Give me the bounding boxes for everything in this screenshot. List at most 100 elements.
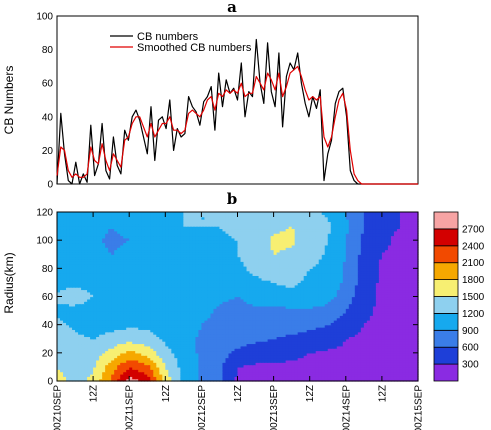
heatmap-cell — [312, 324, 317, 328]
heatmap-cell — [93, 352, 97, 356]
heatmap-cell — [108, 366, 112, 370]
heatmap-cell — [183, 308, 187, 312]
heatmap-cell — [69, 312, 73, 316]
heatmap-cell — [138, 294, 142, 298]
heatmap-cell — [375, 303, 380, 307]
heatmap-cell — [213, 322, 218, 326]
heatmap-cell — [132, 282, 136, 286]
heatmap-cell — [339, 348, 344, 352]
heatmap-cell — [333, 369, 338, 373]
heatmap-cell — [381, 294, 386, 298]
heatmap-cell — [144, 359, 148, 363]
heatmap-cell — [297, 301, 302, 305]
heatmap-cell — [297, 329, 302, 333]
heatmap-cell — [174, 301, 178, 305]
heatmap-cell — [309, 334, 314, 338]
heatmap-cell — [342, 352, 347, 356]
heatmap-cell — [315, 376, 320, 380]
heatmap-cell — [387, 338, 392, 342]
heatmap-cell — [231, 294, 236, 298]
heatmap-cell — [180, 282, 184, 286]
heatmap-cell — [354, 296, 359, 300]
heatmap-cell — [345, 376, 350, 380]
heatmap-cell — [204, 378, 209, 382]
heatmap-cell — [372, 310, 377, 314]
heatmap-cell — [387, 352, 392, 356]
heatmap-cell — [201, 298, 206, 302]
heatmap-cell — [324, 355, 329, 359]
heatmap-cell — [60, 308, 64, 312]
heatmap-cell — [261, 366, 266, 370]
heatmap-cell — [267, 301, 272, 305]
heatmap-cell — [294, 317, 299, 321]
heatmap-cell — [252, 296, 257, 300]
heatmap-cell — [270, 315, 275, 319]
heatmap-cell — [201, 294, 206, 298]
heatmap-cell — [234, 324, 239, 328]
heatmap-cell — [261, 378, 266, 382]
heatmap-cell — [288, 371, 293, 375]
heatmap-cell — [216, 322, 221, 326]
heatmap-cell — [87, 343, 91, 347]
heatmap-cell — [78, 319, 82, 323]
heatmap-cell — [165, 352, 169, 356]
heatmap-cell — [204, 322, 209, 326]
heatmap-cell — [246, 301, 251, 305]
heatmap-cell — [405, 312, 410, 316]
heatmap-cell — [246, 369, 251, 373]
heatmap-cell — [195, 301, 199, 305]
heatmap-cell — [81, 284, 85, 288]
heatmap-cell — [273, 298, 278, 302]
heatmap-cell — [411, 296, 416, 300]
heatmap-cell — [354, 331, 359, 335]
heatmap-cell — [273, 322, 278, 326]
heatmap-cell — [126, 355, 130, 359]
heatmap-cell — [345, 357, 350, 361]
heatmap-cell — [87, 296, 91, 300]
heatmap-cell — [117, 317, 121, 321]
heatmap-cell — [135, 303, 139, 307]
heatmap-cell — [246, 296, 251, 300]
heatmap-cell — [270, 310, 275, 314]
heatmap-cell — [342, 289, 347, 293]
heatmap-cell — [258, 373, 263, 377]
heatmap-cell — [102, 324, 106, 328]
heatmap-cell — [351, 338, 356, 342]
heatmap-cell — [264, 291, 269, 295]
heatmap-cell — [327, 289, 332, 293]
heatmap-cell — [69, 378, 73, 382]
heatmap-cell — [150, 319, 154, 323]
heatmap-cell — [171, 308, 175, 312]
heatmap-cell — [189, 315, 193, 319]
heatmap-cell — [303, 305, 308, 309]
heatmap-cell — [270, 322, 275, 326]
heatmap-cell — [174, 369, 178, 373]
heatmap-cell — [393, 359, 398, 363]
heatmap-cell — [63, 364, 67, 368]
heatmap-cell — [180, 315, 184, 319]
heatmap-cell — [69, 369, 73, 373]
heatmap-cell — [183, 296, 187, 300]
heatmap-cell — [132, 312, 136, 316]
heatmap-cell — [153, 282, 157, 286]
heatmap-cell — [156, 322, 160, 326]
heatmap-cell — [318, 366, 323, 370]
heatmap-cell — [381, 343, 386, 347]
heatmap-cell — [300, 343, 305, 347]
heatmap-cell — [162, 322, 166, 326]
heatmap-cell — [369, 296, 374, 300]
heatmap-cell — [318, 305, 323, 309]
heatmap-cell — [87, 282, 91, 286]
heatmap-cell — [402, 301, 407, 305]
heatmap-cell — [141, 341, 145, 345]
heatmap-cell — [207, 350, 212, 354]
heatmap-cell — [408, 296, 413, 300]
heatmap-cell — [189, 303, 193, 307]
heatmap-cell — [129, 362, 133, 366]
heatmap-cell — [99, 359, 103, 363]
heatmap-cell — [399, 312, 404, 316]
heatmap-cell — [96, 303, 100, 307]
heatmap-cell — [354, 305, 359, 309]
heatmap-cell — [390, 312, 395, 316]
heatmap-cell — [234, 350, 239, 354]
